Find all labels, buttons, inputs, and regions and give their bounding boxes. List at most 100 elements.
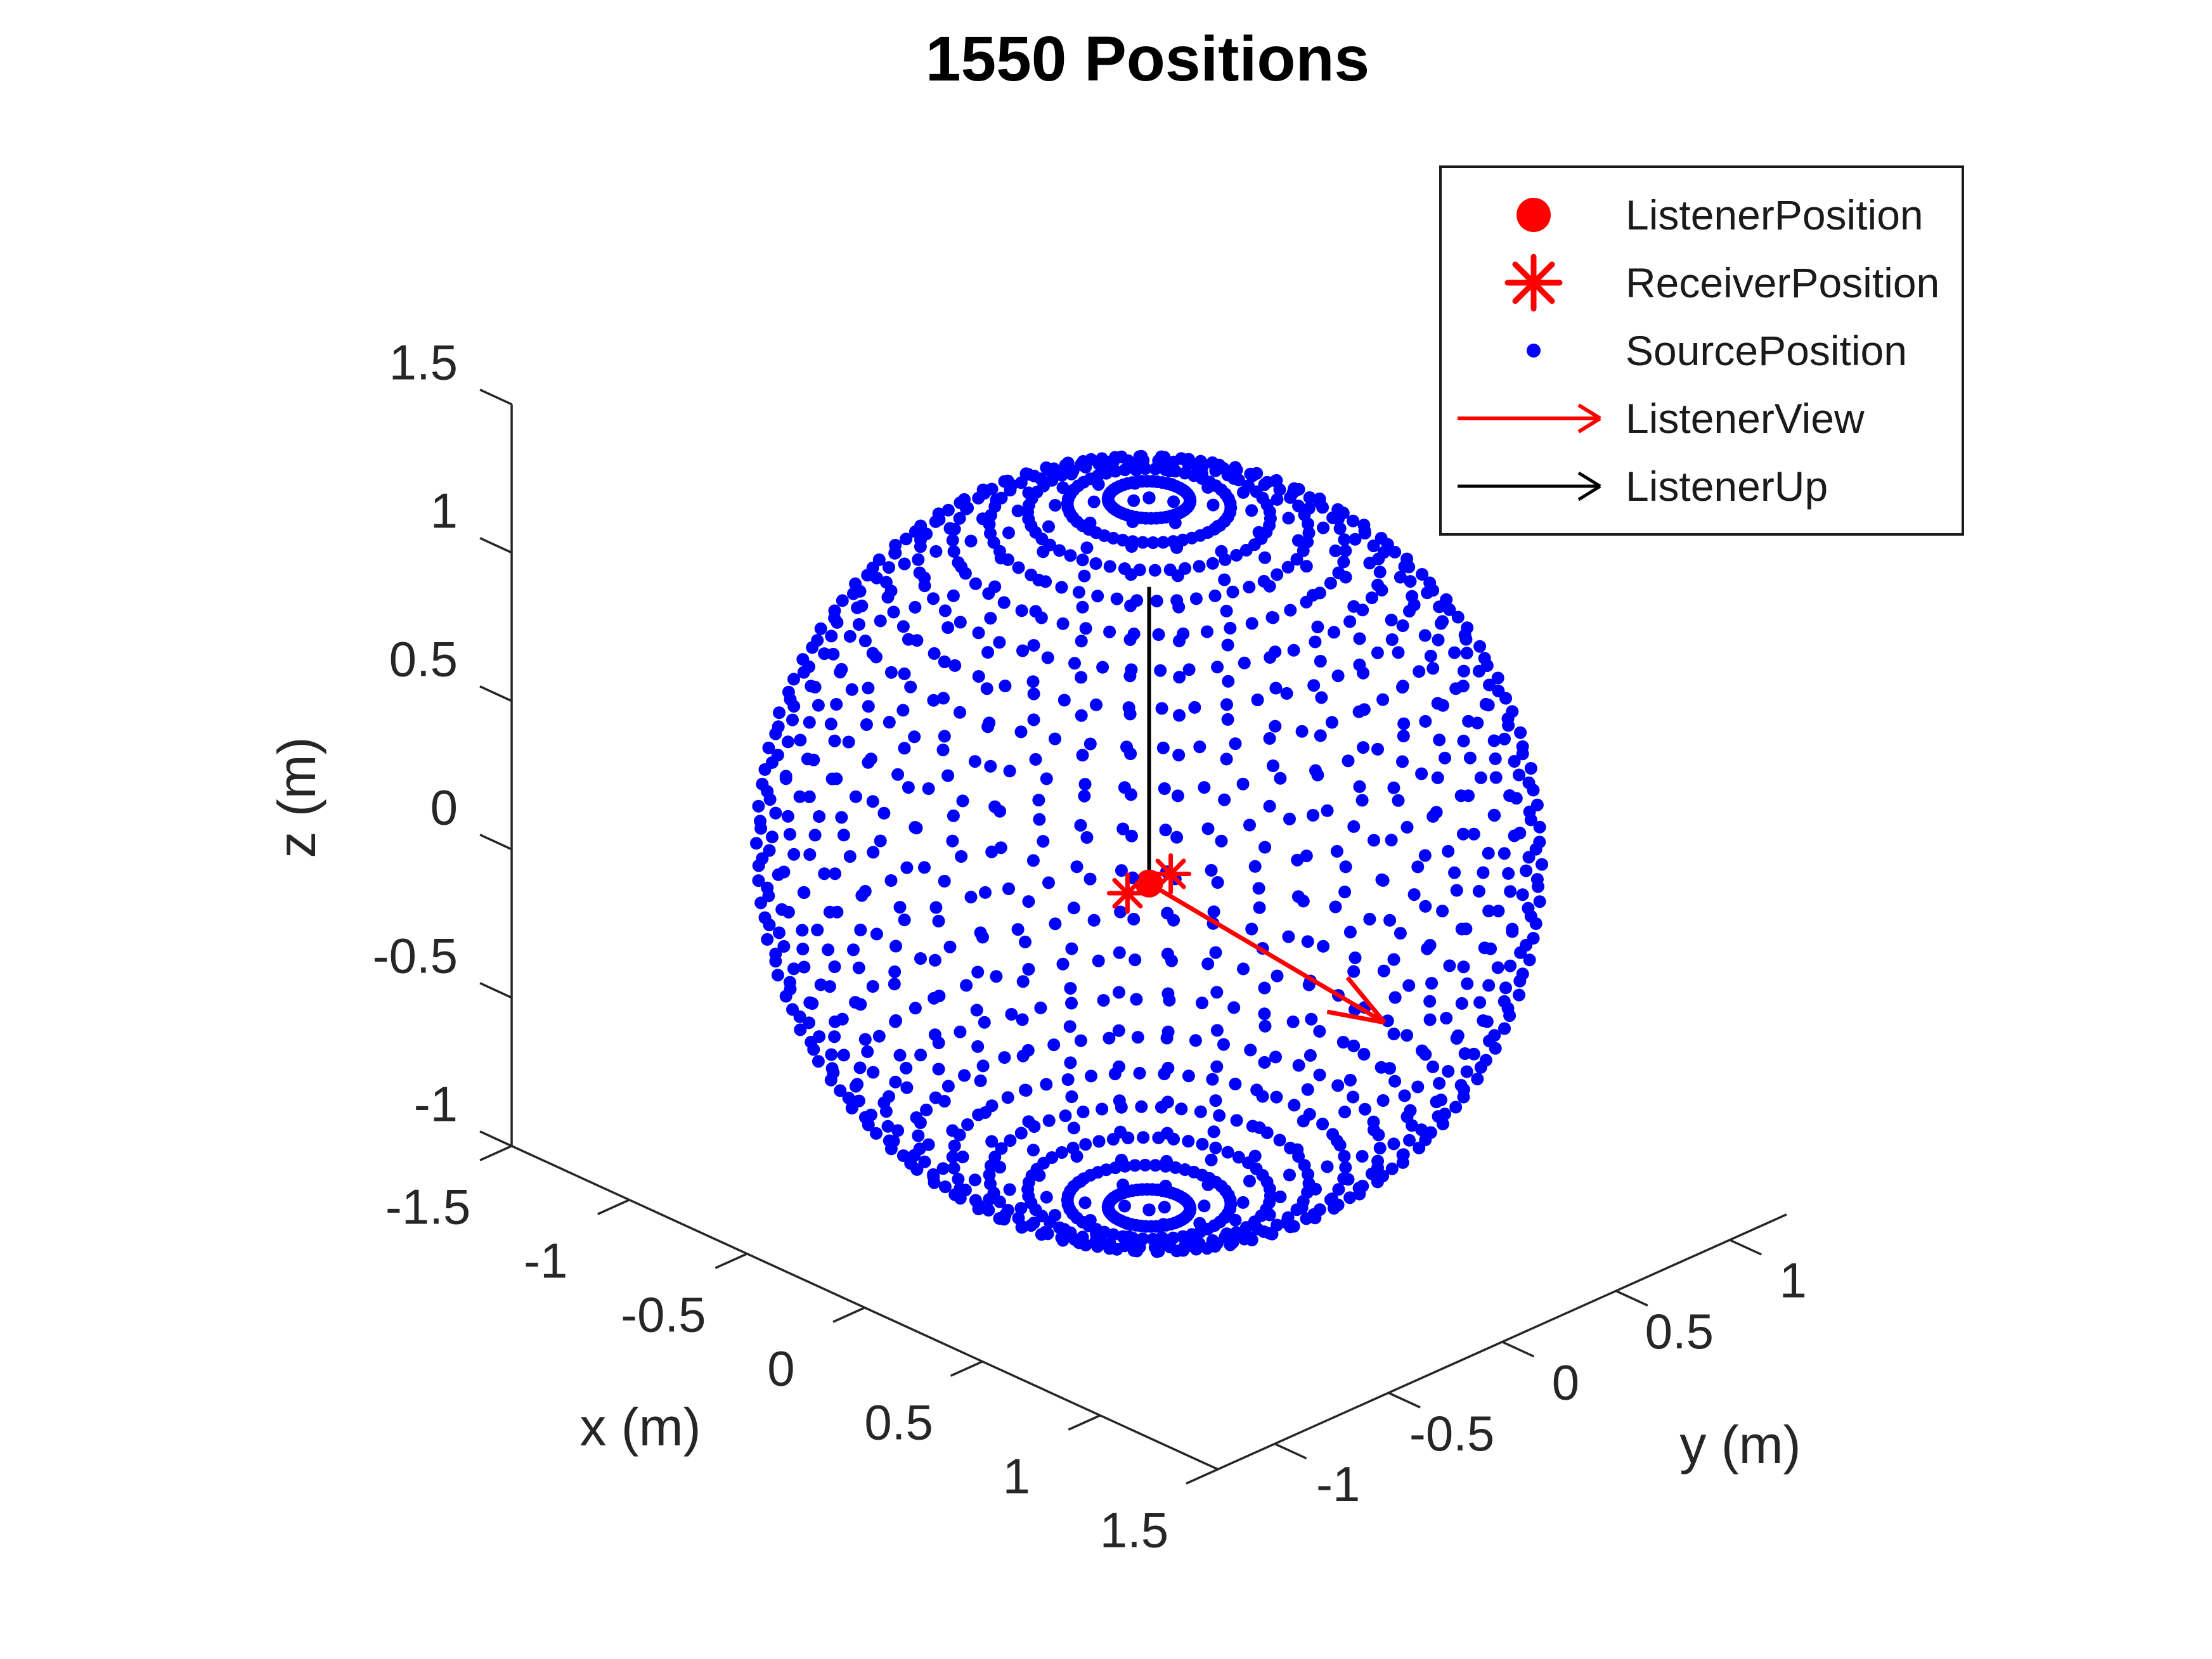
source-point [823, 980, 836, 993]
legend-item-label: ListenerPosition [1626, 191, 1924, 238]
source-point [1460, 647, 1473, 660]
source-point [961, 1118, 974, 1131]
source-point [765, 830, 779, 844]
source-point [1019, 1083, 1032, 1097]
source-point [1150, 595, 1163, 608]
source-point [1357, 1048, 1371, 1061]
source-point [870, 1126, 883, 1140]
source-point [1440, 1012, 1453, 1025]
source-point [1315, 691, 1328, 704]
source-point [983, 716, 996, 730]
source-point [1161, 1095, 1174, 1109]
source-point [884, 874, 898, 887]
source-point [852, 618, 865, 631]
source-point [796, 924, 809, 937]
source-point [1472, 884, 1485, 898]
source-point [1245, 617, 1258, 630]
source-point [984, 759, 997, 773]
source-point [1343, 615, 1357, 628]
source-point [1352, 1182, 1366, 1195]
source-point [1080, 831, 1094, 844]
source-point [1158, 782, 1171, 795]
arrow-barb [1577, 403, 1601, 420]
source-point [889, 546, 902, 560]
source-point [1248, 1149, 1262, 1163]
x-tick-mark [1068, 1414, 1101, 1431]
source-point [1307, 1208, 1321, 1221]
source-point [918, 579, 931, 593]
z-tick-label: 1.5 [389, 334, 458, 390]
source-point [867, 846, 880, 859]
source-point [1213, 1109, 1226, 1122]
source-point [1182, 663, 1196, 676]
x-tick-label: -1.5 [385, 1178, 470, 1234]
source-point [1170, 594, 1184, 607]
source-point [1218, 793, 1231, 806]
source-point [1211, 876, 1224, 889]
source-point [999, 1208, 1012, 1222]
source-point [948, 659, 962, 672]
source-point [1523, 805, 1536, 818]
source-point [1432, 633, 1445, 647]
source-point [1037, 835, 1050, 848]
y-tick-mark [1615, 1289, 1648, 1307]
source-point [763, 919, 776, 931]
source-point [1359, 1102, 1371, 1116]
source-point [803, 790, 816, 803]
legend-item: ListenerUp [1442, 455, 1962, 518]
legend-item-label: ReceiverPosition [1626, 259, 1940, 306]
legend-dot [1527, 343, 1541, 358]
source-point [912, 553, 925, 566]
source-point [1474, 1061, 1487, 1074]
source-point [888, 965, 902, 978]
source-point [968, 1173, 981, 1187]
receiver-asterisk-icon [1150, 853, 1192, 894]
source-point [1113, 1060, 1125, 1073]
source-point [1116, 1178, 1130, 1192]
x-axis-label: x (m) [579, 1397, 701, 1457]
source-point [1027, 687, 1040, 700]
asterisk-spoke [1112, 878, 1143, 909]
source-point [1090, 698, 1103, 711]
source-point [1049, 499, 1062, 512]
source-point [1520, 864, 1533, 877]
source-point [898, 913, 911, 927]
source-point [830, 698, 843, 711]
source-point [1398, 560, 1411, 573]
source-point [1251, 1222, 1264, 1236]
source-point [872, 553, 886, 566]
source-point [1338, 533, 1351, 546]
source-point [803, 716, 816, 729]
source-point [1005, 1008, 1018, 1021]
source-point [1033, 1169, 1046, 1182]
source-point [929, 545, 943, 558]
source-point [914, 540, 927, 553]
source-point [1014, 1126, 1028, 1140]
source-point [1300, 560, 1313, 573]
source-point [1113, 1094, 1126, 1107]
source-point [1042, 463, 1056, 477]
source-point [1263, 1208, 1276, 1222]
source-point [1281, 560, 1295, 574]
legend-marker-arrow-icon [1458, 403, 1601, 434]
source-point [1458, 1047, 1471, 1060]
source-point [1307, 679, 1321, 692]
source-point [993, 545, 1006, 558]
receiver-position-markers [1106, 853, 1192, 914]
source-point [1243, 818, 1256, 832]
legend-marker-dot-icon [1527, 343, 1541, 358]
source-point [1245, 922, 1258, 936]
source-point [867, 1066, 880, 1079]
source-point [1383, 913, 1397, 927]
source-point [1167, 495, 1180, 508]
source-point [1271, 969, 1284, 983]
source-point [1130, 594, 1144, 607]
source-point [1154, 664, 1167, 677]
source-point [1218, 573, 1231, 586]
source-point [1171, 789, 1184, 803]
x-tick-mark [950, 1360, 983, 1377]
source-point [1004, 1134, 1017, 1147]
source-point [1482, 846, 1495, 860]
source-point [1454, 1079, 1468, 1092]
source-point [1424, 649, 1437, 662]
